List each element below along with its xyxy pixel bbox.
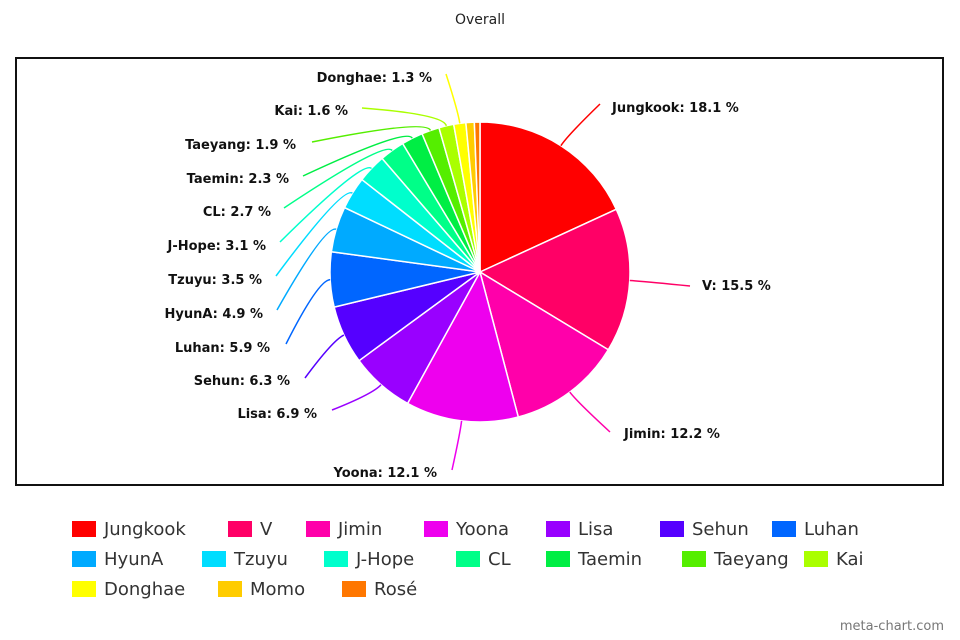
plot-frame [15, 57, 944, 486]
legend-item-kai: Kai [804, 548, 864, 570]
legend-item-hyuna: HyunA [72, 548, 163, 570]
legend-swatch [218, 581, 242, 597]
legend-item-taemin: Taemin [546, 548, 642, 570]
legend-item-luhan: Luhan [772, 518, 859, 540]
legend-item-tzuyu: Tzuyu [202, 548, 288, 570]
leader-line-kai [361, 107, 448, 127]
leader-line-hyuna [276, 228, 337, 311]
slice-label-v: V: 15.5 % [702, 279, 771, 294]
legend-swatch [660, 521, 684, 537]
legend-item-jimin: Jimin [306, 518, 382, 540]
legend-label: Sehun [692, 518, 749, 540]
slice-label-lisa: Lisa: 6.9 % [237, 407, 317, 422]
slice-label-cl: CL: 2.7 % [203, 205, 271, 220]
legend-swatch [72, 521, 96, 537]
legend-label: HyunA [104, 548, 164, 570]
legend-swatch [228, 521, 252, 537]
slice-label-j-hope: J-Hope: 3.1 % [167, 239, 266, 254]
leader-line-j-hope [279, 167, 373, 243]
legend-item-ros-: Rosé [342, 578, 417, 600]
leader-line-taemin [302, 135, 413, 177]
slice-label-kai: Kai: 1.6 % [274, 104, 348, 119]
legend-swatch [424, 521, 448, 537]
legend-item-momo: Momo [218, 578, 305, 600]
legend-item-yoona: Yoona [424, 518, 509, 540]
leader-line-tzuyu [275, 192, 353, 277]
legend-swatch [546, 551, 570, 567]
legend-swatch [546, 521, 570, 537]
pie-slice-v [478, 208, 631, 351]
legend-label: Jimin [338, 518, 383, 540]
legend-item-v: V [228, 518, 272, 540]
legend-swatch [342, 581, 366, 597]
leader-line-jungkook [560, 103, 601, 147]
legend-label: Taeyang [714, 548, 789, 570]
legend-label: Jungkook [104, 518, 186, 540]
slice-label-yoona: Yoona: 12.1 % [333, 466, 437, 481]
slice-label-jungkook: Jungkook: 18.1 % [611, 101, 739, 116]
slice-label-sehun: Sehun: 6.3 % [194, 374, 290, 389]
pie-slice-yoona [406, 269, 520, 423]
slice-label-taeyang: Taeyang: 1.9 % [185, 138, 296, 153]
legend-swatch [456, 551, 480, 567]
legend-label: Yoona [456, 518, 510, 540]
legend-label: Rosé [374, 578, 418, 600]
legend-swatch [324, 551, 348, 567]
legend-label: Momo [250, 578, 306, 600]
leader-line-luhan [285, 278, 331, 345]
legend-swatch [804, 551, 828, 567]
legend-label: Taemin [578, 548, 643, 570]
legend-item-j-hope: J-Hope [324, 548, 414, 570]
leader-line-jimin [569, 391, 611, 433]
watermark: meta-chart.com [839, 619, 944, 634]
legend-label: Donghae [104, 578, 186, 600]
legend-label: V [260, 518, 273, 540]
legend-swatch [202, 551, 226, 567]
legend-swatch [772, 521, 796, 537]
slice-label-luhan: Luhan: 5.9 % [175, 341, 270, 356]
slice-label-tzuyu: Tzuyu: 3.5 % [168, 273, 262, 288]
chart-title: Overall [454, 12, 506, 28]
leader-line-sehun [304, 334, 345, 379]
slice-label-jimin: Jimin: 12.2 % [623, 427, 720, 442]
leader-line-lisa [331, 384, 382, 411]
legend-item-donghae: Donghae [72, 578, 185, 600]
legend-item-sehun: Sehun [660, 518, 749, 540]
legend-item-taeyang: Taeyang [682, 548, 789, 570]
leader-line-donghae [445, 73, 461, 124]
legend-label: J-Hope [356, 548, 415, 570]
leader-line-v [629, 279, 691, 287]
leader-line-yoona [451, 420, 463, 471]
legend-label: Lisa [578, 518, 614, 540]
legend-label: Tzuyu [234, 548, 288, 570]
slice-label-hyuna: HyunA: 4.9 % [165, 307, 263, 322]
slice-label-taemin: Taemin: 2.3 % [187, 172, 289, 187]
legend-swatch [306, 521, 330, 537]
legend-swatch [72, 581, 96, 597]
legend-label: CL [488, 548, 511, 570]
legend-item-jungkook: Jungkook [72, 518, 186, 540]
legend-swatch [72, 551, 96, 567]
slice-label-donghae: Donghae: 1.3 % [317, 71, 432, 86]
legend-label: Kai [836, 548, 864, 570]
pie-slice-jungkook [479, 121, 618, 274]
legend-item-cl: CL [456, 548, 511, 570]
legend-label: Luhan [804, 518, 859, 540]
legend-item-lisa: Lisa [546, 518, 613, 540]
legend-swatch [682, 551, 706, 567]
leader-line-cl [283, 148, 393, 209]
leader-line-taeyang [311, 125, 432, 143]
pie-slice-ros- [473, 121, 481, 273]
